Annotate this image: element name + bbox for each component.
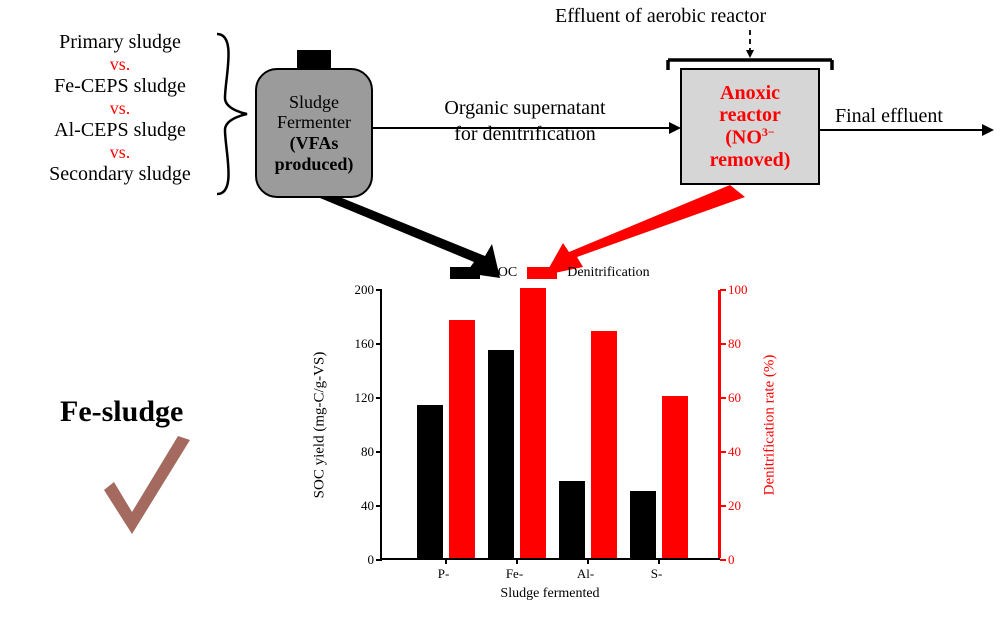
tick-mark [376, 343, 382, 345]
fermenter-text: Sludge [289, 92, 339, 113]
xtick-mark [516, 558, 518, 564]
ytick-right: 60 [728, 390, 760, 406]
legend-swatch-soc [450, 267, 480, 279]
fe-sludge-label: Fe-sludge [60, 395, 183, 429]
thick-arrow-red [545, 185, 745, 277]
sludge-input-list: Primary sludge vs. Fe-CEPS sludge vs. Al… [30, 30, 210, 187]
tick-mark [376, 451, 382, 453]
sludge-fermenter-box: Sludge Fermenter (VFAs produced) [255, 68, 373, 198]
bar-soc [630, 491, 656, 559]
reactor-text: reactor [719, 104, 781, 126]
bracket-dashed-arrow [662, 28, 838, 70]
tick-mark [720, 343, 726, 345]
reactor-text: (NO3− [725, 126, 775, 149]
tick-mark [376, 289, 382, 291]
effluent-aerobic-label: Effluent of aerobic reactor [555, 5, 766, 28]
ytick-right: 80 [728, 336, 760, 352]
vs-label: vs. [30, 55, 210, 74]
legend-label: Denitrification [567, 265, 649, 281]
xtick-mark [445, 558, 447, 564]
bar-soc [559, 481, 585, 558]
x-axis-title: Sludge fermented [490, 586, 610, 602]
fermenter-text: (VFAs [290, 133, 339, 154]
tick-mark [720, 451, 726, 453]
bar-denit [662, 396, 688, 558]
tick-mark [376, 559, 382, 561]
sludge-item: Primary sludge [30, 32, 210, 53]
sludge-item: Secondary sludge [30, 164, 210, 185]
ytick-left: 0 [342, 552, 374, 568]
y-axis-left-title: SOC yield (mg-C/g-VS) [312, 352, 329, 499]
tick-mark [720, 559, 726, 561]
bar-soc [417, 405, 443, 558]
tick-mark [376, 397, 382, 399]
ytick-left: 200 [342, 282, 374, 298]
reactor-text: Anoxic [720, 82, 780, 104]
tick-mark [720, 289, 726, 291]
brace-icon [205, 28, 257, 200]
plot-area [380, 290, 720, 560]
bar-denit [591, 331, 617, 558]
chart-legend: SOC Denitrification [450, 265, 650, 281]
supernatant-text: Organic supernatant [444, 97, 605, 119]
bar-denit [449, 320, 475, 558]
ytick-right: 100 [728, 282, 760, 298]
anoxic-reactor-box: Anoxic reactor (NO3− removed) [680, 68, 820, 185]
tick-mark [720, 397, 726, 399]
x-category-label: Al- [556, 566, 616, 582]
final-effluent-label: Final effluent [835, 105, 943, 128]
supernatant-text: for denitrification [454, 123, 596, 145]
ytick-left: 120 [342, 390, 374, 406]
x-category-label: S- [627, 566, 687, 582]
tick-mark [720, 505, 726, 507]
ytick-right: 0 [728, 552, 760, 568]
ytick-left: 80 [342, 444, 374, 460]
ytick-right: 20 [728, 498, 760, 514]
xtick-mark [658, 558, 660, 564]
fermenter-cap [297, 50, 331, 68]
right-axis-line [718, 290, 720, 558]
bar-soc [488, 350, 514, 558]
vs-label: vs. [30, 99, 210, 118]
check-icon [90, 430, 210, 560]
legend-swatch-denit [527, 267, 557, 279]
vs-label: vs. [30, 143, 210, 162]
ytick-left: 160 [342, 336, 374, 352]
legend-label: SOC [490, 265, 517, 281]
y-axis-right-title: Denitrification rate (%) [762, 355, 779, 496]
x-category-label: Fe- [485, 566, 545, 582]
fermenter-text: produced) [275, 154, 354, 175]
fermenter-text: Fermenter [277, 112, 351, 133]
ytick-left: 40 [342, 498, 374, 514]
supernatant-label: Organic supernatant for denitrification [380, 95, 670, 147]
bar-denit [520, 288, 546, 558]
sludge-item: Al-CEPS sludge [30, 120, 210, 141]
x-category-label: P- [414, 566, 474, 582]
xtick-mark [587, 558, 589, 564]
tick-mark [376, 505, 382, 507]
ytick-right: 40 [728, 444, 760, 460]
sludge-item: Fe-CEPS sludge [30, 76, 210, 97]
bar-chart: SOC Denitrification SOC yield (mg-C/g-VS… [300, 265, 800, 615]
reactor-text: removed) [710, 149, 791, 171]
